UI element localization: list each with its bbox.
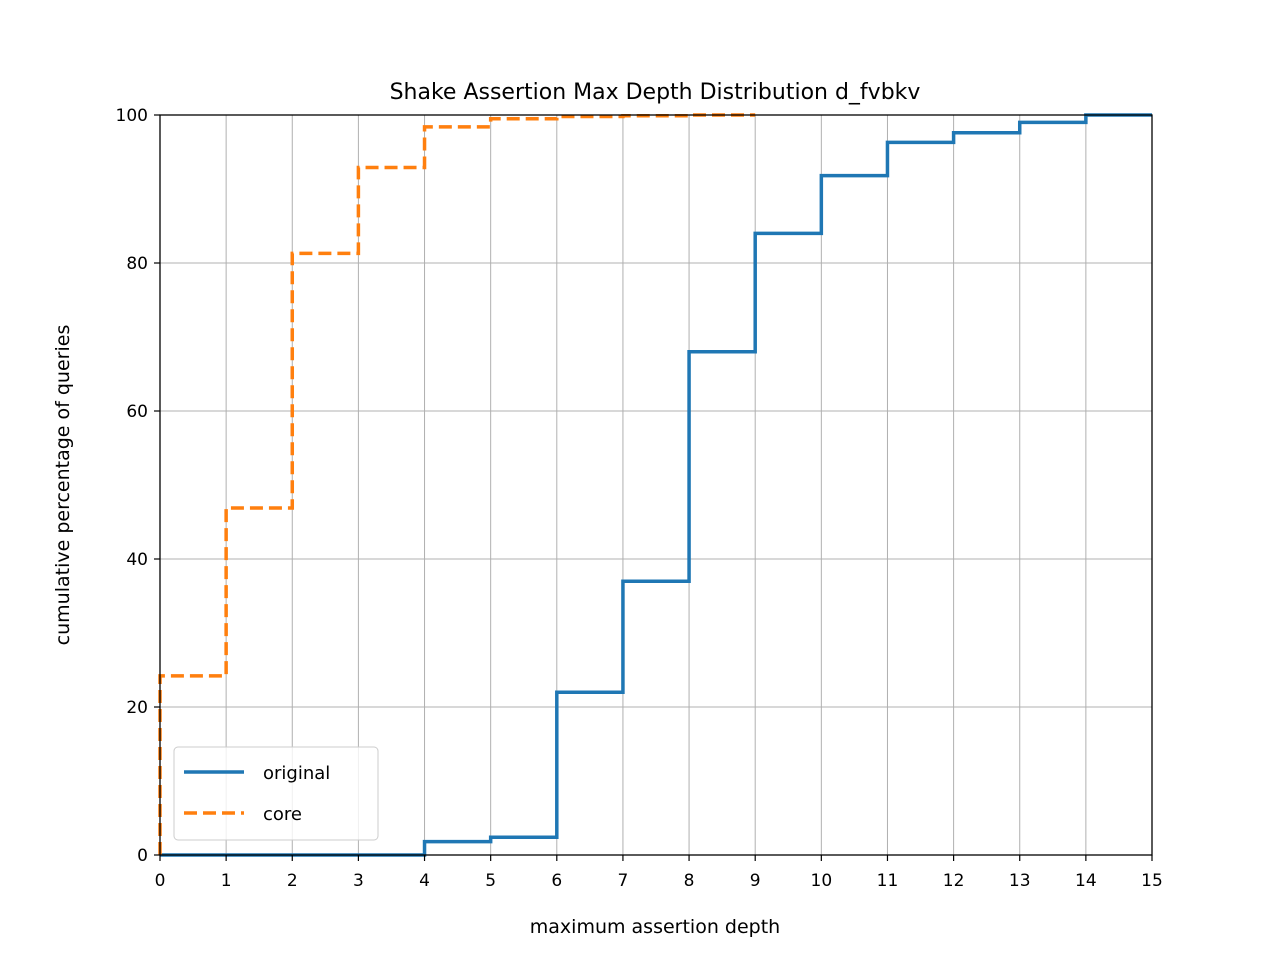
x-tick-label: 4 [419, 871, 430, 891]
legend-box [173, 746, 379, 841]
legend-label-original: original [263, 763, 330, 784]
x-tick-label: 15 [1141, 871, 1163, 891]
chart-title: Shake Assertion Max Depth Distribution d… [390, 80, 921, 105]
grid [159, 114, 1153, 856]
x-tick-label: 3 [353, 871, 364, 891]
y-tick-label: 0 [137, 846, 148, 866]
x-tick-label: 10 [811, 871, 833, 891]
series-layer [158, 113, 1152, 857]
x-tick-label: 2 [287, 871, 298, 891]
x-tick-label: 0 [155, 871, 166, 891]
x-tick-label: 11 [877, 871, 899, 891]
x-tick-label: 6 [551, 871, 562, 891]
x-tick-label: 8 [684, 871, 695, 891]
x-tick-label: 12 [943, 871, 965, 891]
legend: original core [173, 746, 379, 841]
x-axis-label: maximum assertion depth [530, 916, 780, 938]
x-tick-label: 7 [618, 871, 629, 891]
legend-label-core: core [263, 804, 302, 825]
x-tick-label: 13 [1009, 871, 1031, 891]
y-tick-label: 60 [126, 402, 148, 422]
x-tick-label: 14 [1075, 871, 1097, 891]
series-line-original [160, 113, 1152, 857]
y-tick-label: 80 [126, 254, 148, 274]
x-tick-label: 5 [485, 871, 496, 891]
y-tick-label: 20 [126, 698, 148, 718]
y-axis-label: cumulative percentage of queries [52, 325, 74, 646]
x-tick-label: 9 [750, 871, 761, 891]
axes-frame [159, 114, 1153, 856]
y-tick-label: 100 [116, 106, 148, 126]
y-tick-label: 40 [126, 550, 148, 570]
series-line-core [158, 113, 756, 855]
x-tick-label: 1 [221, 871, 232, 891]
